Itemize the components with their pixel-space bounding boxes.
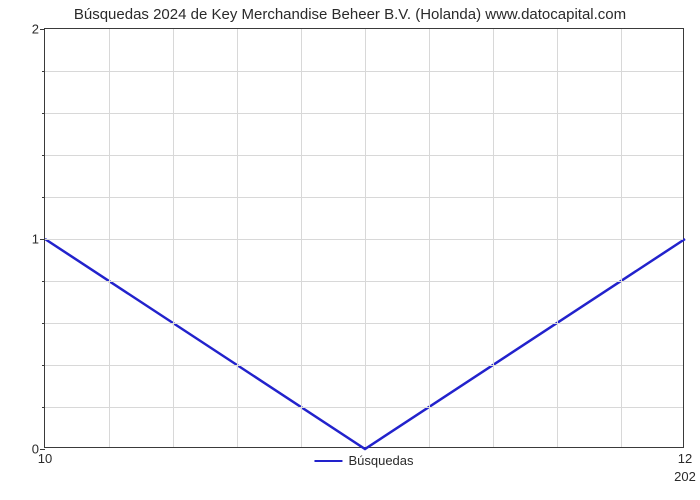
grid-horizontal <box>45 197 683 198</box>
grid-vertical <box>237 29 238 447</box>
line-series <box>45 29 683 447</box>
x-secondary-label: 202 <box>674 469 696 484</box>
y-minor-tick <box>42 365 45 366</box>
plot-area: Búsquedas 0121012202 <box>44 28 684 448</box>
grid-horizontal <box>45 365 683 366</box>
grid-vertical <box>109 29 110 447</box>
legend: Búsquedas <box>314 453 413 468</box>
y-minor-tick <box>42 281 45 282</box>
chart-container: Búsquedas 2024 de Key Merchandise Beheer… <box>0 0 700 500</box>
y-tick-label: 1 <box>32 232 39 247</box>
x-tick-label: 10 <box>38 451 52 466</box>
grid-vertical <box>173 29 174 447</box>
grid-horizontal <box>45 239 683 240</box>
y-tick-mark <box>40 239 45 240</box>
y-minor-tick <box>42 71 45 72</box>
x-tick-label: 12 <box>678 451 692 466</box>
y-tick-label: 2 <box>32 22 39 37</box>
y-minor-tick <box>42 407 45 408</box>
y-minor-tick <box>42 197 45 198</box>
grid-vertical <box>493 29 494 447</box>
grid-vertical <box>429 29 430 447</box>
grid-horizontal <box>45 155 683 156</box>
y-minor-tick <box>42 323 45 324</box>
chart-title: Búsquedas 2024 de Key Merchandise Beheer… <box>0 6 700 23</box>
y-tick-mark <box>40 29 45 30</box>
grid-horizontal <box>45 281 683 282</box>
grid-vertical <box>621 29 622 447</box>
legend-swatch <box>314 460 342 462</box>
grid-horizontal <box>45 407 683 408</box>
y-minor-tick <box>42 155 45 156</box>
y-tick-mark <box>40 449 45 450</box>
y-minor-tick <box>42 113 45 114</box>
grid-horizontal <box>45 71 683 72</box>
grid-vertical <box>301 29 302 447</box>
grid-horizontal <box>45 113 683 114</box>
grid-vertical <box>365 29 366 447</box>
legend-label: Búsquedas <box>348 453 413 468</box>
grid-horizontal <box>45 323 683 324</box>
grid-vertical <box>557 29 558 447</box>
